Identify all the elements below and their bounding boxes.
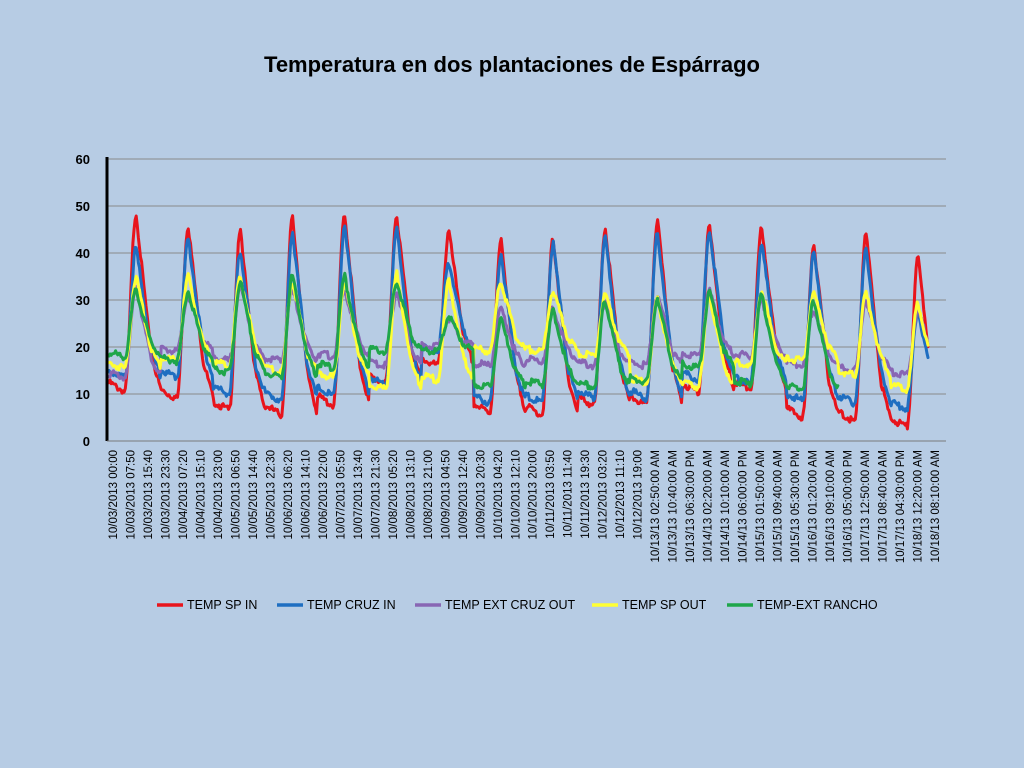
- x-tick-label: 10/07/2013 13:40: [353, 450, 365, 540]
- x-tick-label: 10/12/2013 19:00: [633, 450, 645, 540]
- x-tick-label: 10/12/2013 03:20: [598, 450, 610, 540]
- legend-item: TEMP CRUZ IN: [277, 598, 396, 612]
- legend-item: TEMP SP IN: [157, 598, 257, 612]
- x-tick-label: 10/18/13 08:10:00 AM: [930, 450, 942, 563]
- x-tick-label: 10/14/13 02:20:00 AM: [703, 450, 715, 563]
- legend-label: TEMP EXT CRUZ OUT: [445, 598, 575, 612]
- series-line-temp-ext-rancho: [107, 271, 840, 392]
- y-tick-label: 20: [76, 340, 90, 355]
- x-tick-label: 10/06/2013 14:10: [300, 450, 312, 540]
- x-tick-label: 10/09/2013 04:50: [440, 450, 452, 540]
- legend-item: TEMP EXT CRUZ OUT: [415, 598, 575, 612]
- x-tick-label: 10/03/2013 15:40: [143, 450, 155, 540]
- y-tick-labels: 0 10 20 30 40 50 60: [76, 152, 90, 449]
- x-tick-label: 10/15/13 05:30:00 PM: [790, 450, 802, 563]
- x-tick-label: 10/03/2013 00:00: [108, 450, 120, 540]
- x-tick-label: 10/06/2013 22:00: [318, 450, 330, 540]
- x-tick-labels: 10/03/2013 00:00 10/03/2013 07:50 10/03/20…: [108, 450, 942, 563]
- x-tick-label: 10/05/2013 14:40: [248, 450, 260, 540]
- x-tick-label: 10/09/2013 20:30: [475, 450, 487, 540]
- x-tick-label: 10/08/2013 13:10: [405, 450, 417, 540]
- y-tick-label: 50: [76, 199, 90, 214]
- y-tick-label: 10: [76, 387, 90, 402]
- x-tick-label: 10/17/13 04:30:00 PM: [895, 450, 907, 563]
- x-tick-label: 10/17/13 08:40:00 AM: [878, 450, 890, 563]
- x-tick-label: 10/08/2013 05:20: [388, 450, 400, 540]
- x-tick-label: 10/03/2013 07:50: [125, 450, 137, 540]
- legend-label: TEMP-EXT RANCHO: [757, 598, 878, 612]
- x-tick-label: 10/05/2013 06:50: [230, 450, 242, 540]
- x-tick-label: 10/14/13 10:10:00 AM: [720, 450, 732, 563]
- x-tick-label: 10/14/13 06:00:00 PM: [738, 450, 750, 563]
- x-tick-label: 10/11/2013 03:50: [545, 450, 557, 539]
- x-tick-label: 10/15/13 01:50:00 AM: [755, 450, 767, 563]
- y-tick-label: 30: [76, 293, 90, 308]
- x-tick-label: 10/16/13 01:20:00 AM: [808, 450, 820, 563]
- legend-label: TEMP SP OUT: [622, 598, 707, 612]
- x-tick-label: 10/09/2013 12:40: [458, 450, 470, 540]
- y-tick-label: 60: [76, 152, 90, 167]
- x-tick-label: 10/11/2013 19:30: [580, 450, 592, 539]
- x-tick-label: 10/07/2013 05:50: [335, 450, 347, 540]
- x-tick-label: 10/10/2013 20:00: [528, 450, 540, 540]
- series-lines: [107, 214, 930, 431]
- x-tick-label: 10/13/13 02:50:00 AM: [650, 450, 662, 563]
- x-tick-label: 10/04/2013 07:20: [178, 450, 190, 540]
- x-tick-label: 10/10/2013 12:10: [510, 450, 522, 540]
- x-tick-label: 10/18/13 12:20:00 AM: [913, 450, 925, 563]
- x-tick-label: 10/04/2013 15:10: [195, 450, 207, 540]
- x-tick-label: 10/11/2013 11:40: [563, 450, 575, 538]
- legend-item: TEMP SP OUT: [592, 598, 707, 612]
- axes: [105, 157, 946, 442]
- x-tick-label: 10/05/2013 22:30: [265, 450, 277, 540]
- x-tick-label: 10/15/13 09:40:00 AM: [773, 450, 785, 563]
- x-tick-label: 10/16/13 09:10:00 AM: [825, 450, 837, 563]
- x-tick-label: 10/10/2013 04:20: [493, 450, 505, 540]
- x-tick-label: 10/17/13 12:50:00 AM: [860, 450, 872, 563]
- y-tick-label: 0: [83, 434, 90, 449]
- y-tick-label: 40: [76, 246, 90, 261]
- x-tick-label: 10/06/2013 06:20: [283, 450, 295, 540]
- legend: TEMP SP IN TEMP CRUZ IN TEMP EXT CRUZ OUT T…: [157, 598, 878, 612]
- x-tick-label: 10/13/13 10:40:00 AM: [668, 450, 680, 563]
- x-tick-label: 10/08/2013 21:00: [423, 450, 435, 540]
- series-line-temp-cruz-in: [107, 224, 930, 413]
- x-tick-label: 10/13/13 06:30:00 PM: [685, 450, 697, 563]
- legend-item: TEMP-EXT RANCHO: [727, 598, 878, 612]
- x-tick-label: 10/12/2013 11:10: [615, 450, 627, 539]
- x-tick-label: 10/04/2013 23:00: [213, 450, 225, 540]
- legend-label: TEMP CRUZ IN: [307, 598, 396, 612]
- x-tick-label: 10/03/2013 23:30: [160, 450, 172, 540]
- x-tick-label: 10/16/13 05:00:00 PM: [843, 450, 855, 563]
- legend-label: TEMP SP IN: [187, 598, 257, 612]
- x-tick-label: 10/07/2013 21:30: [370, 450, 382, 540]
- chart-title: Temperatura en dos plantaciones de Espár…: [264, 52, 760, 77]
